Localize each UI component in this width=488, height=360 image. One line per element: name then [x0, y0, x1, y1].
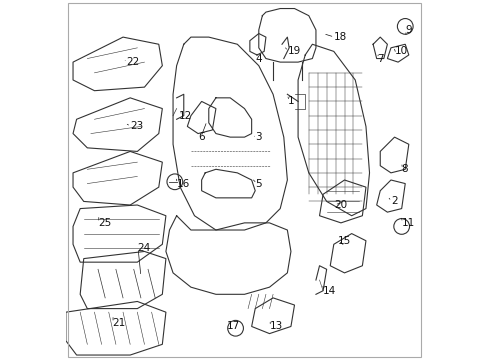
Text: 19: 19 [287, 46, 300, 57]
Text: 10: 10 [394, 46, 407, 57]
Text: 4: 4 [255, 54, 261, 64]
Text: 18: 18 [333, 32, 346, 42]
Text: 2: 2 [390, 197, 397, 206]
Text: 24: 24 [137, 243, 150, 253]
Text: 5: 5 [255, 179, 261, 189]
Text: 15: 15 [337, 236, 350, 246]
Text: 13: 13 [269, 321, 282, 332]
Text: 9: 9 [405, 25, 411, 35]
Text: 20: 20 [333, 200, 346, 210]
Text: 3: 3 [255, 132, 261, 142]
Text: 11: 11 [401, 218, 414, 228]
Text: 17: 17 [226, 321, 240, 332]
Text: 14: 14 [323, 286, 336, 296]
Text: 23: 23 [130, 121, 143, 131]
Text: 7: 7 [376, 54, 383, 64]
Text: 6: 6 [198, 132, 204, 142]
Text: 22: 22 [126, 57, 140, 67]
Text: 1: 1 [287, 96, 293, 107]
Text: 16: 16 [176, 179, 189, 189]
Text: 25: 25 [98, 218, 111, 228]
Text: 12: 12 [178, 111, 191, 121]
Text: 21: 21 [112, 318, 125, 328]
Text: 8: 8 [401, 164, 407, 174]
